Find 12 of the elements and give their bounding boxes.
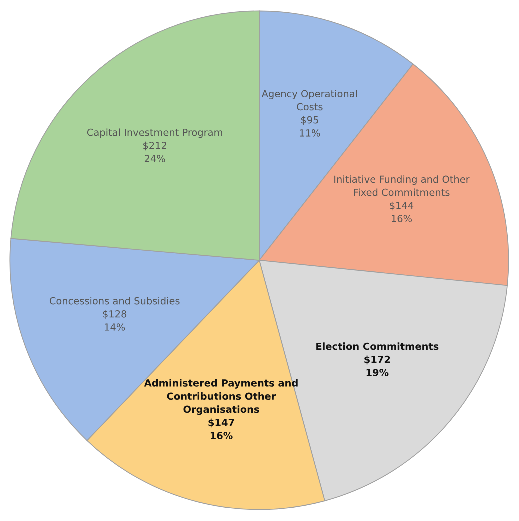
data-label: $212 24% bbox=[144, 142, 166, 162]
data-label: $95 11% bbox=[300, 116, 320, 137]
slice-label: Capital Investment Program bbox=[87, 128, 222, 138]
data-label: $128 14% bbox=[103, 310, 127, 331]
data-label: $147 16% bbox=[208, 418, 234, 440]
data-label: $172 19% bbox=[364, 356, 390, 376]
data-label: $144 16% bbox=[390, 202, 414, 222]
slice-label: Administered Payments and Contributions Other Organisations bbox=[144, 379, 298, 416]
slice-label: Agency Operational Costs bbox=[262, 90, 358, 111]
slice-label: Concessions and Subsidies bbox=[50, 297, 180, 305]
slice-label: Initiative Funding and Other Fixed Commitments bbox=[334, 176, 470, 196]
slice-label: Election Commitments bbox=[316, 342, 439, 350]
